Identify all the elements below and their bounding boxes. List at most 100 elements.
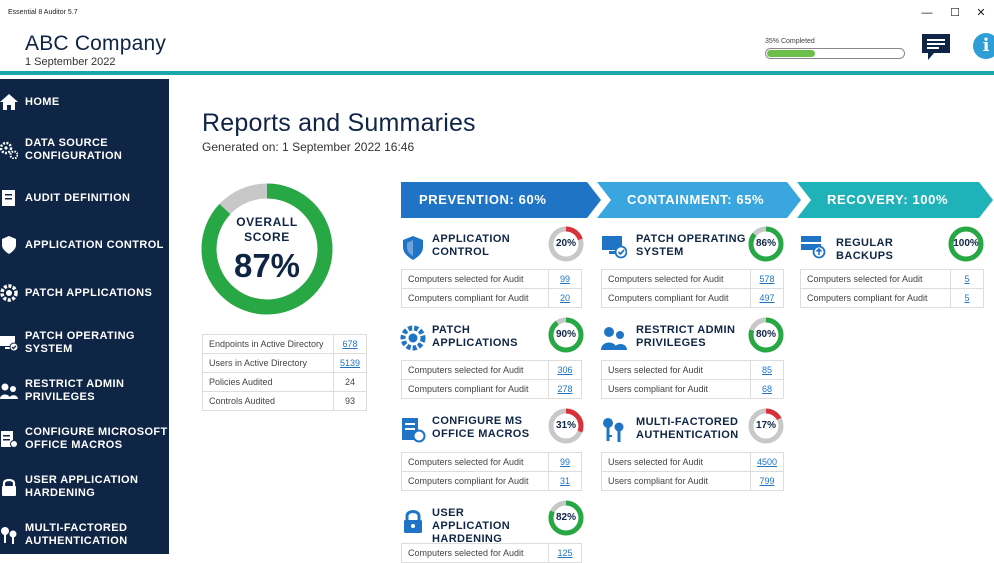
gears-icon [0, 141, 18, 159]
stat-value: 93 [333, 391, 367, 411]
table-row: Computers compliant for Audit 497 [601, 288, 784, 308]
category-progress-ring [548, 317, 584, 353]
page-title: Reports and Summaries [202, 109, 476, 137]
admin-users-icon [0, 383, 18, 399]
document-icon [2, 190, 15, 206]
row-label: Computers selected for Audit [800, 269, 951, 289]
table-row: Controls Audited 93 [202, 391, 367, 411]
sidebar-item-restrict-admin[interactable]: RESTRICT ADMIN PRIVILEGES [0, 377, 169, 405]
row-value-link[interactable]: 125 [548, 543, 582, 563]
close-button[interactable]: ✕ [976, 7, 986, 19]
keys-icon [603, 418, 624, 442]
main-content: Reports and Summaries Generated on: 1 Se… [169, 79, 994, 563]
chat-icon[interactable] [920, 31, 952, 63]
padlock-icon [2, 478, 16, 496]
category-progress-ring [748, 408, 784, 444]
backup-server-icon [801, 236, 826, 259]
sidebar-item-label: MULTI-FACTORED AUTHENTICATION [25, 522, 128, 547]
progress-label: 35% Completed [765, 38, 815, 45]
maximize-button[interactable]: ☐ [950, 7, 960, 19]
shield-icon [2, 236, 16, 254]
sidebar-item-label: RESTRICT ADMIN PRIVILEGES [25, 378, 125, 403]
sidebar-item-patch-applications[interactable]: PATCH APPLICATIONS [0, 284, 169, 302]
category-progress-ring [548, 408, 584, 444]
table-row: Policies Audited 24 [202, 372, 367, 392]
stat-label: Controls Audited [202, 391, 334, 411]
stat-label: Users in Active Directory [202, 353, 334, 373]
sidebar: HOME DATA SOURCE CONFIGURATION AUDIT DEF… [0, 79, 169, 554]
sidebar-item-label: APPLICATION CONTROL [25, 238, 164, 251]
sidebar-item-application-control[interactable]: APPLICATION CONTROL [0, 236, 169, 254]
stat-value-link[interactable]: 678 [333, 334, 367, 354]
overall-score-label: OVERALL [236, 215, 298, 229]
row-value-link[interactable]: 578 [750, 269, 784, 289]
overall-score-arc [201, 183, 333, 315]
category-percent: 82% [555, 512, 576, 523]
sidebar-item-mfa[interactable]: MULTI-FACTORED AUTHENTICATION [0, 521, 169, 549]
summary-stats-table: Endpoints in Active Directory 678 Users i… [202, 334, 367, 411]
keys-icon [1, 527, 17, 544]
category-table: Computers selected for Audit 578 Computer… [601, 269, 784, 308]
recovery-banner: RECOVERY: 100% [797, 182, 993, 218]
table-row: Computers compliant for Audit 31 [401, 471, 582, 491]
window-titlebar: Essential 8 Auditor 5.7 — ☐ ✕ [0, 0, 994, 28]
category-table: Computers selected for Audit 99 Computers… [401, 452, 582, 491]
category-table: Users selected for Audit 85 Users complia… [601, 360, 784, 399]
category-table: Computers selected for Audit 99 Computers… [401, 269, 582, 308]
category-percent: 86% [755, 238, 776, 249]
sidebar-item-data-source[interactable]: DATA SOURCE CONFIGURATION [0, 136, 169, 164]
row-value-link[interactable]: 5 [950, 288, 984, 308]
category-title: APPLICATION CONTROL [432, 233, 511, 258]
category-title: REGULAR BACKUPS [836, 237, 894, 262]
admin-users-icon [601, 327, 627, 350]
category-percent: 90% [555, 329, 576, 340]
row-value-link[interactable]: 85 [750, 360, 784, 380]
prevention-banner-label: PREVENTION: 60% [419, 192, 547, 207]
category-title: CONFIGURE MS OFFICE MACROS [432, 415, 530, 440]
category-table: Computers selected for Audit 306 Computer… [401, 360, 582, 399]
minimize-button[interactable]: — [921, 7, 933, 19]
progress-fill [767, 50, 815, 57]
row-value-link[interactable]: 799 [750, 471, 784, 491]
row-value-link[interactable]: 306 [548, 360, 582, 380]
sidebar-item-home[interactable]: HOME [0, 94, 169, 110]
row-value-link[interactable]: 278 [548, 379, 582, 399]
table-row: Users selected for Audit 4500 [601, 452, 784, 472]
audit-progress: 35% Completed [765, 38, 907, 59]
row-value-link[interactable]: 68 [750, 379, 784, 399]
category-title: MULTI-FACTORED AUTHENTICATION [636, 416, 739, 441]
row-label: Users compliant for Audit [601, 379, 751, 399]
sidebar-item-office-macros[interactable]: CONFIGURE MICROSOFT OFFICE MACROS [0, 425, 169, 453]
overall-score-ring [201, 183, 333, 315]
row-value-link[interactable]: 99 [548, 452, 582, 472]
sidebar-item-audit-definition[interactable]: AUDIT DEFINITION [0, 189, 169, 207]
table-row: Computers compliant for Audit 20 [401, 288, 582, 308]
stat-value-link[interactable]: 5139 [333, 353, 367, 373]
sidebar-item-label: PATCH OPERATING SYSTEM [25, 330, 135, 355]
sidebar-item-patch-os[interactable]: PATCH OPERATING SYSTEM [0, 329, 169, 357]
row-value-link[interactable]: 497 [750, 288, 784, 308]
row-label: Computers compliant for Audit [401, 471, 549, 491]
category-percent: 17% [755, 420, 776, 431]
table-row: Computers selected for Audit 5 [800, 269, 984, 289]
overall-score-label: SCORE [244, 230, 290, 244]
generated-timestamp: Generated on: 1 September 2022 16:46 [202, 140, 415, 154]
row-value-link[interactable]: 99 [548, 269, 582, 289]
table-row: Computers selected for Audit 99 [401, 269, 582, 289]
header-date: 1 September 2022 [25, 56, 116, 68]
overall-score-value: 87% [233, 247, 301, 284]
row-value-link[interactable]: 31 [548, 471, 582, 491]
prevention-banner: PREVENTION: 60% [401, 182, 601, 218]
sidebar-item-user-app-hardening[interactable]: USER APPLICATION HARDENING [0, 473, 169, 501]
category-title: USER APPLICATION HARDENING [432, 507, 511, 545]
category-title: PATCH APPLICATIONS [432, 324, 518, 349]
table-row: Computers compliant for Audit 5 [800, 288, 984, 308]
sidebar-item-label: CONFIGURE MICROSOFT OFFICE MACROS [25, 426, 168, 451]
row-value-link[interactable]: 4500 [750, 452, 784, 472]
row-value-link[interactable]: 5 [950, 269, 984, 289]
table-row: Computers selected for Audit 125 [401, 543, 582, 563]
row-value-link[interactable]: 20 [548, 288, 582, 308]
info-icon[interactable]: i [973, 33, 994, 59]
sidebar-item-label: PATCH APPLICATIONS [25, 286, 153, 299]
category-percent: 20% [555, 238, 576, 249]
